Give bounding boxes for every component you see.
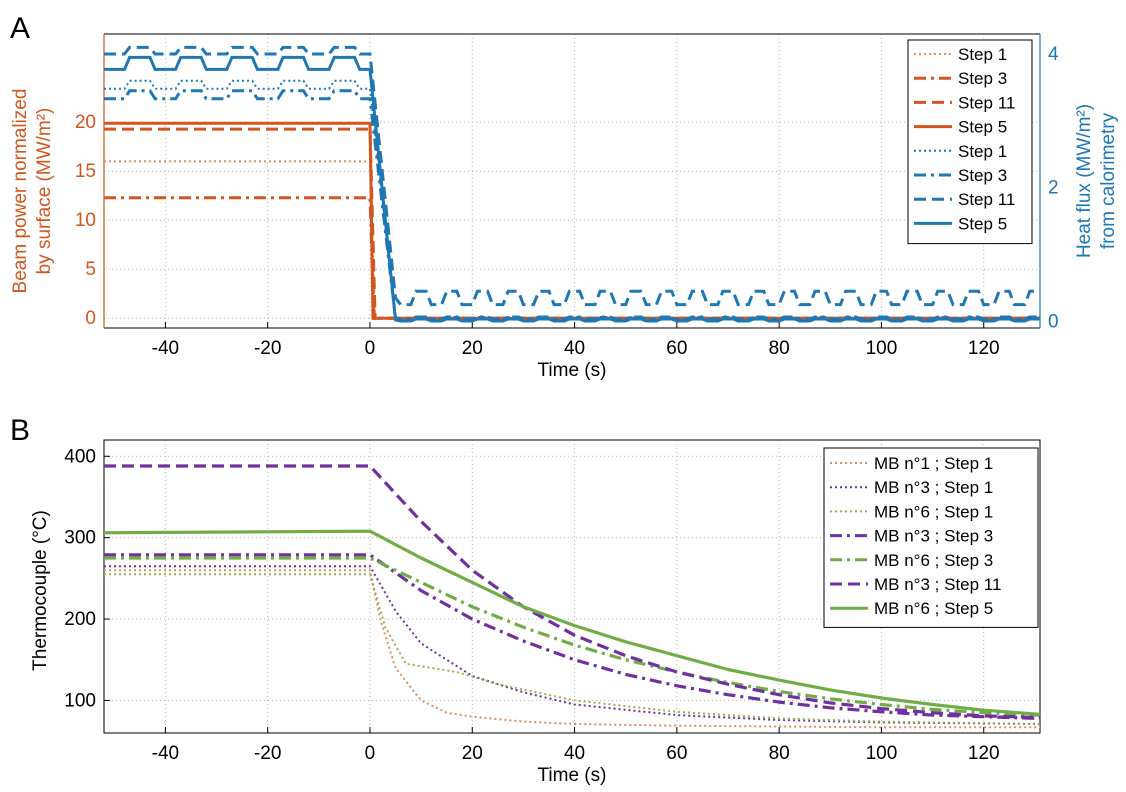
panel-a-right-tick-label: 0 [1048,311,1059,332]
panel-b-x-tick-label: 80 [769,743,790,764]
panel-b-legend-label: MB n°3 ; Step 3 [874,527,993,546]
panel-a-legend-label: Step 3 [958,69,1007,88]
panel-b-legend-label: MB n°1 ; Step 1 [874,454,993,473]
panel-b-x-tick-label: 60 [666,743,687,764]
panel-b-x-tick-label: -20 [254,743,281,764]
panel-b-y-tick-label: 400 [64,446,96,467]
panel-a-left-tick-label: 5 [85,259,96,280]
panel-a-left-axis-label: by surface (MW/m²) [34,108,55,275]
panel-b-x-tick-label: 40 [564,743,585,764]
panel-b-legend-label: MB n°6 ; Step 1 [874,502,993,521]
panel-a-chart: -40 -20 0 20 40 60 80 100 120 0 5 10 15 20 0 2 4 Time (s)… [10,33,1119,381]
panel-b-x-tick-label: 120 [968,743,1000,764]
panel-b-y-tick-label: 300 [64,528,96,549]
panel-a-left-tick-label: 10 [75,210,96,231]
panel-a-right-tick-label: 4 [1048,44,1059,65]
panel-a-legend-label: Step 5 [958,118,1007,137]
panel-b-chart: -40 -20 0 20 40 60 80 100 120 100 200 300 400 Time (s… [30,439,1041,786]
panel-a-series-line [104,127,1040,320]
panel-a-series-line [104,79,1040,320]
panel-b-series-line [104,573,1041,725]
panel-a-x-tick-label: 120 [968,338,1000,359]
panel-a-x-tick-label: 40 [564,338,585,359]
panel-a-left-tick-label: 20 [75,112,96,133]
panel-a-legend-label: Step 3 [958,166,1007,185]
panel-a-x-tick-label: -20 [254,338,281,359]
panel-a-legend-label: Step 1 [958,142,1007,161]
panel-b-y-tick-label: 200 [64,609,96,630]
panel-a-series-line [104,55,1040,323]
panel-b-legend-label: MB n°3 ; Step 11 [874,575,1001,594]
panel-a-right-axis-label: from calorimetry [1098,112,1119,249]
panel-a-x-tick-label: -40 [152,338,179,359]
panel-a-series-line [104,196,1040,320]
panel-b-series-line [104,565,1041,725]
panel-b-letter: B [10,414,30,447]
panel-a-x-tick-label: 60 [666,338,687,359]
panel-a-x-tick-label: 20 [462,338,483,359]
panel-a-x-tick-label: 100 [866,338,898,359]
panel-a-left-axis-label: Beam power normalized [10,89,31,294]
panel-a-series-line [104,89,1040,321]
panel-a-series-line [104,160,1040,320]
panel-a-legend [907,39,1033,245]
panel-a-letter: A [10,12,30,45]
panel-a-series-line [104,45,1040,307]
panel-a-series-line [104,121,1040,320]
panel-a-legend-label: Step 11 [958,93,1015,112]
panel-b-x-axis-label: Time (s) [538,765,607,786]
panel-a-x-tick-label: 80 [769,338,790,359]
panel-a-left-tick-label: 15 [75,161,96,182]
panel-b-y-tick-label: 100 [64,690,96,711]
panel-a-legend-label: Step 11 [958,190,1015,209]
panel-b-x-tick-label: -40 [152,743,179,764]
panel-b-x-tick-label: 100 [866,743,898,764]
panel-b-series-line [104,464,1041,720]
panel-b-x-tick-label: 0 [365,743,376,764]
panel-b-series-line [103,529,1041,716]
panel-a-legend-label: Step 5 [958,214,1007,233]
panel-b-series-line [104,569,1040,729]
panel-a-legend-label: Step 1 [958,45,1007,64]
panel-a-left-tick-label: 0 [85,308,96,329]
panel-a-x-tick-label: 0 [365,338,376,359]
panel-b-legend [823,447,1039,628]
panel-b-legend-label: MB n°6 ; Step 5 [874,599,993,618]
panel-b-legend-label: MB n°3 ; Step 1 [874,478,993,497]
panel-b-axes-box [103,439,1041,734]
panel-b-series-line [104,553,1041,720]
panel-b-x-tick-label: 20 [462,743,483,764]
panel-a-right-tick-label: 2 [1048,178,1059,199]
panel-b-legend-label: MB n°6 ; Step 3 [874,551,993,570]
panel-b-y-axis-label: Thermocouple (°C) [30,510,51,671]
panel-a-right-axis-label: Heat flux (MW/m²) [1074,104,1095,258]
panel-a-x-axis-label: Time (s) [538,360,607,381]
panel-b-series-line [104,556,1041,717]
